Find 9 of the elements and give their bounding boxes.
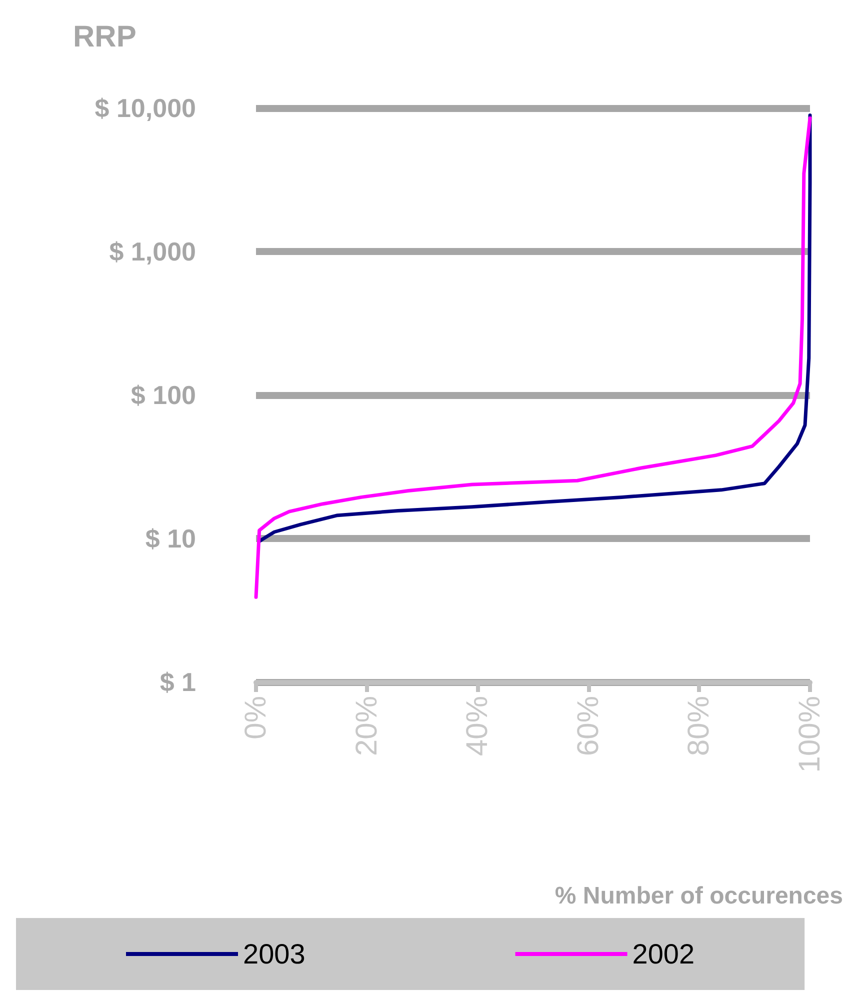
y-tick-label: $ 1,000 xyxy=(109,236,196,266)
legend-label: 2002 xyxy=(632,938,695,970)
y-tick-label: $ 10,000 xyxy=(94,93,196,123)
y-tick-label: $ 10 xyxy=(145,524,196,554)
y-tick-label: $ 100 xyxy=(130,380,196,410)
legend-label: 2003 xyxy=(243,938,306,970)
x-axis-title: % Number of occurences xyxy=(554,882,844,910)
y-axis-title: RRP xyxy=(73,20,136,54)
y-tick-label: $ 1 xyxy=(160,667,196,697)
